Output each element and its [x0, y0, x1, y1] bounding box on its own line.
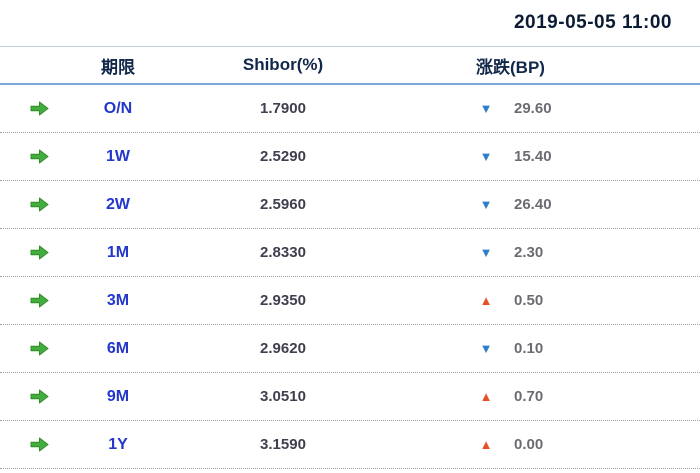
row-arrow-cell[interactable]: [0, 149, 78, 164]
row-arrow-cell[interactable]: [0, 101, 78, 116]
timestamp: 2019-05-05 11:00: [513, 12, 672, 33]
change-value: 0.10: [514, 340, 544, 357]
table-row: O/N 1.7900 ▼ 29.60: [0, 85, 700, 133]
change-cell: ▼ 26.40: [408, 196, 700, 213]
shibor-value: 3.0510: [260, 388, 306, 405]
change-value: 0.00: [514, 436, 544, 453]
row-arrow-cell[interactable]: [0, 341, 78, 356]
trend-up-icon: ▲: [479, 293, 493, 308]
change-value: 0.70: [514, 388, 544, 405]
column-header-change: 涨跌(BP): [476, 57, 545, 77]
term-link[interactable]: 9M: [106, 387, 130, 405]
change-cell: ▼ 0.10: [408, 340, 700, 357]
green-right-arrow-icon[interactable]: [30, 341, 49, 356]
green-right-arrow-icon[interactable]: [30, 101, 49, 116]
change-cell: ▲ 0.70: [408, 388, 700, 405]
table-row: 1M 2.8330 ▼ 2.30: [0, 229, 700, 277]
change-value: 0.50: [514, 292, 544, 309]
table-row: 1Y 3.1590 ▲ 0.00: [0, 421, 700, 469]
column-header-shibor: Shibor(%): [242, 55, 324, 74]
shibor-value: 2.9620: [260, 340, 306, 357]
term-link[interactable]: 3M: [106, 291, 130, 309]
shibor-value: 2.5960: [260, 196, 306, 213]
change-value: 2.30: [514, 244, 544, 261]
shibor-value: 2.5290: [260, 148, 306, 165]
change-cell: ▼ 15.40: [408, 148, 700, 165]
shibor-value: 3.1590: [260, 436, 306, 453]
trend-down-icon: ▼: [479, 149, 493, 164]
change-cell: ▲ 0.00: [408, 436, 700, 453]
term-link[interactable]: 6M: [106, 339, 130, 357]
table-row: 2W 2.5960 ▼ 26.40: [0, 181, 700, 229]
term-link[interactable]: 1M: [106, 243, 130, 261]
shibor-value: 2.8330: [260, 244, 306, 261]
change-value: 29.60: [514, 100, 552, 117]
header-bar: 2019-05-05 11:00: [0, 0, 700, 46]
green-right-arrow-icon[interactable]: [30, 197, 49, 212]
trend-down-icon: ▼: [479, 197, 493, 212]
green-right-arrow-icon[interactable]: [30, 149, 49, 164]
trend-down-icon: ▼: [479, 341, 493, 356]
term-link[interactable]: 1W: [106, 147, 130, 165]
trend-down-icon: ▼: [479, 101, 493, 116]
term-link[interactable]: O/N: [103, 99, 133, 117]
table-body: O/N 1.7900 ▼ 29.60 1W 2.5290 ▼ 15.40 2W …: [0, 85, 700, 469]
row-arrow-cell[interactable]: [0, 389, 78, 404]
table-row: 1W 2.5290 ▼ 15.40: [0, 133, 700, 181]
term-link[interactable]: 2W: [106, 195, 130, 213]
trend-up-icon: ▲: [479, 437, 493, 452]
green-right-arrow-icon[interactable]: [30, 389, 49, 404]
green-right-arrow-icon[interactable]: [30, 293, 49, 308]
trend-up-icon: ▲: [479, 389, 493, 404]
row-arrow-cell[interactable]: [0, 197, 78, 212]
trend-down-icon: ▼: [479, 245, 493, 260]
change-value: 26.40: [514, 196, 552, 213]
change-cell: ▲ 0.50: [408, 292, 700, 309]
term-link[interactable]: 1Y: [108, 435, 128, 453]
green-right-arrow-icon[interactable]: [30, 437, 49, 452]
table-row: 9M 3.0510 ▲ 0.70: [0, 373, 700, 421]
row-arrow-cell[interactable]: [0, 293, 78, 308]
row-arrow-cell[interactable]: [0, 437, 78, 452]
shibor-value: 2.9350: [260, 292, 306, 309]
table-header: 期限 Shibor(%) 涨跌(BP): [0, 46, 700, 85]
change-value: 15.40: [514, 148, 552, 165]
shibor-value: 1.7900: [260, 100, 306, 117]
table-row: 3M 2.9350 ▲ 0.50: [0, 277, 700, 325]
change-cell: ▼ 29.60: [408, 100, 700, 117]
row-arrow-cell[interactable]: [0, 245, 78, 260]
green-right-arrow-icon[interactable]: [30, 245, 49, 260]
table-row: 6M 2.9620 ▼ 0.10: [0, 325, 700, 373]
column-header-term: 期限: [101, 57, 135, 77]
change-cell: ▼ 2.30: [408, 244, 700, 261]
